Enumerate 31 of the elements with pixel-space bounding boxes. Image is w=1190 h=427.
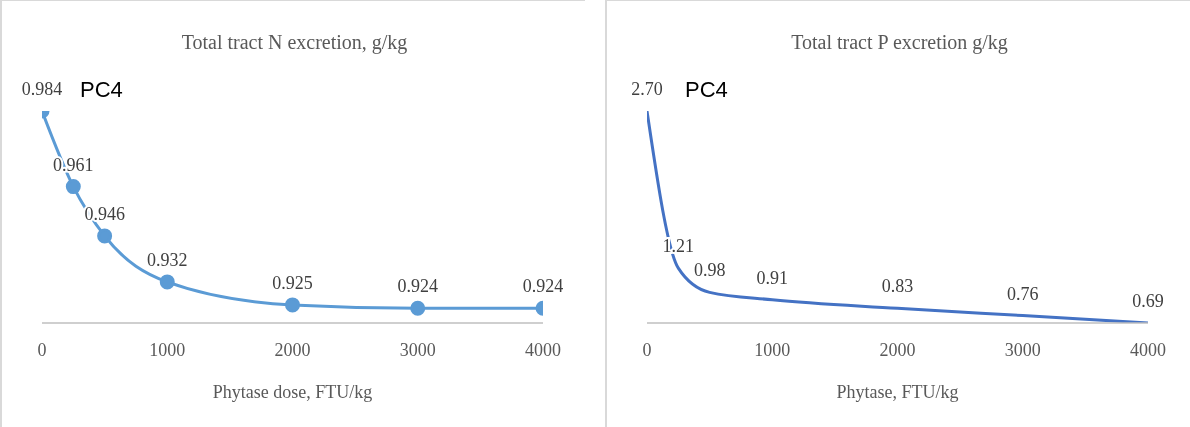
data-label: 0.69: [1132, 291, 1164, 311]
x-tick-label: 4000: [525, 339, 561, 360]
x-tick-label: 0: [37, 339, 47, 360]
point: [65, 179, 81, 195]
data-label: 0.924: [522, 276, 564, 297]
x-tick-label: 2000: [274, 339, 311, 360]
data-label: 0.83: [881, 276, 914, 297]
data-label: 0.925: [272, 272, 313, 293]
text: PC4: [80, 77, 123, 103]
x-tick-label: 3000: [399, 339, 436, 360]
data-label: 0.984: [21, 79, 63, 99]
data-label: 2.70: [631, 79, 663, 99]
x-tick-label: 1000: [149, 339, 186, 360]
point: [285, 297, 300, 313]
x-axis-title: Phytase, FTU/kg: [836, 382, 959, 402]
data-label: 0.76: [1007, 283, 1039, 304]
x-tick-label: 4000: [1130, 339, 1166, 360]
chart-title: Total tract P excretion g/kg: [790, 31, 1009, 54]
point: [159, 274, 175, 290]
x-axis-title: Phytase dose, FTU/kg: [212, 382, 373, 402]
chart-title: Total tract N excretion, g/kg: [180, 31, 409, 54]
x-tick-label: 3000: [1004, 339, 1041, 360]
x-tick-label: 0: [642, 339, 652, 360]
data-label: 0.932: [147, 249, 188, 270]
data-label: 0.924: [397, 276, 438, 297]
x-tick-label: 1000: [754, 339, 791, 360]
data-label: 0.91: [756, 267, 788, 288]
x-tick-label: 2000: [879, 339, 916, 360]
data-label: 0.98: [693, 260, 726, 281]
point: [97, 228, 113, 244]
text: PC4: [685, 77, 728, 103]
